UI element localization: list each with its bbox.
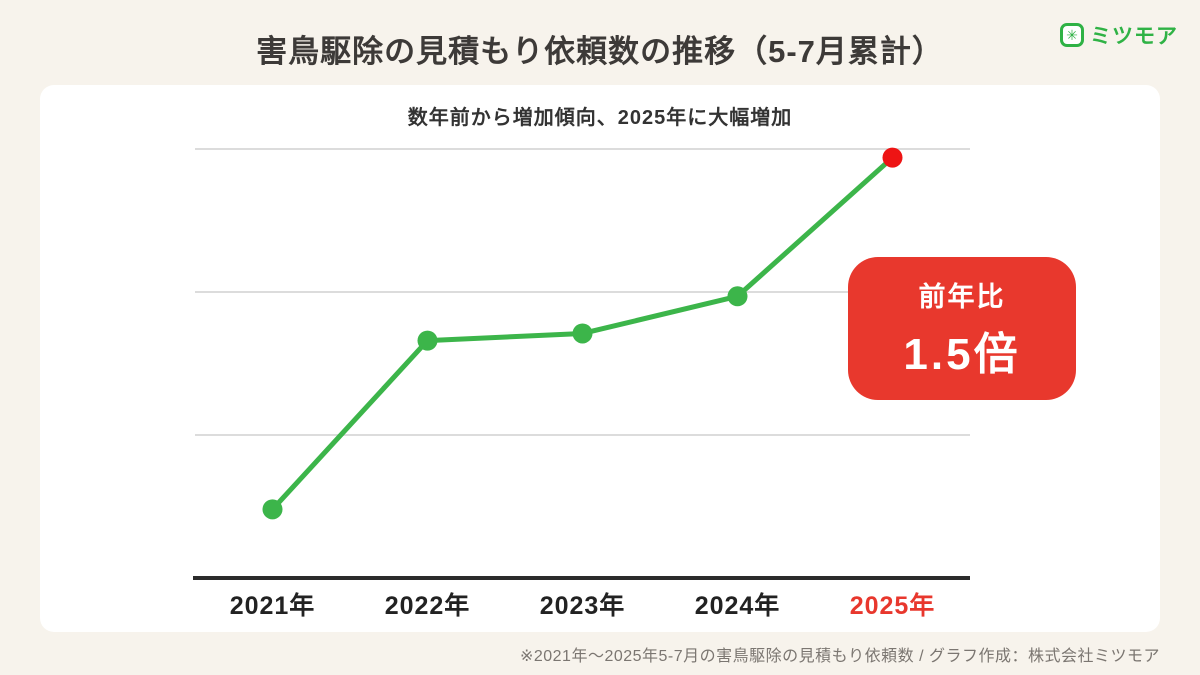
page-title: 害鳥駆除の見積もり依頼数の推移（5-7月累計）	[256, 34, 944, 69]
data-point	[572, 323, 593, 344]
data-point	[417, 330, 438, 351]
x-axis-label: 2024年	[695, 591, 781, 620]
chart-subtitle: 数年前から増加傾向、2025年に大幅増加	[407, 107, 793, 129]
data-point	[882, 147, 903, 168]
x-axis-label: 2025年	[850, 591, 936, 620]
footnote: ※2021年〜2025年5-7月の害鳥駆除の見積もり依頼数 / グラフ作成：株式…	[519, 648, 1160, 665]
x-axis-label: 2022年	[385, 591, 471, 620]
brand-name: ミツモア	[1090, 25, 1178, 48]
ratio-badge: 前年比 1.5倍	[848, 257, 1076, 400]
x-axis-label: 2023年	[540, 591, 626, 620]
data-point	[262, 499, 283, 520]
mitsumoa-sparkle-icon: ✳	[1060, 23, 1084, 47]
badge-value: 1.5倍	[903, 330, 1021, 379]
chart-card: 数年前から増加傾向、2025年に大幅増加 2021年 2022年 2023年 2024…	[40, 85, 1160, 632]
x-axis-label: 2021年	[230, 591, 316, 620]
line-chart: 2021年 2022年 2023年 2024年 2025年	[193, 147, 970, 620]
brand-logo: ✳ ミツモア	[1060, 20, 1178, 50]
badge-label: 前年比	[918, 282, 1006, 312]
data-point	[727, 286, 748, 307]
